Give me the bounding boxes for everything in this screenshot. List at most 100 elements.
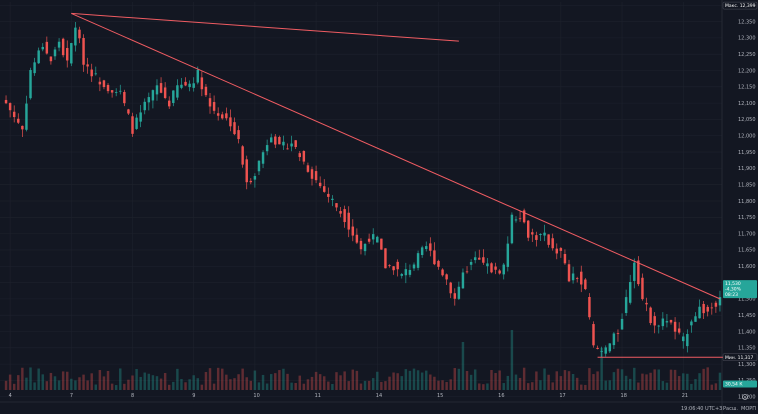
candle[interactable] [392, 266, 395, 275]
candle[interactable] [335, 203, 338, 212]
candle[interactable] [127, 108, 130, 116]
candle[interactable] [478, 249, 481, 260]
candle[interactable] [469, 259, 473, 271]
candle[interactable] [155, 79, 159, 101]
candle[interactable] [221, 111, 224, 120]
candle[interactable] [314, 165, 318, 184]
candle[interactable] [690, 319, 693, 333]
candle[interactable] [718, 290, 722, 312]
candle[interactable] [404, 262, 408, 284]
candle[interactable] [518, 210, 522, 222]
candle[interactable] [592, 321, 595, 348]
candle[interactable] [645, 297, 648, 312]
candle[interactable] [233, 117, 236, 136]
candle[interactable] [159, 77, 163, 94]
candle[interactable] [61, 37, 65, 58]
candle[interactable] [37, 47, 40, 64]
candle[interactable] [502, 262, 505, 280]
candle[interactable] [641, 273, 644, 301]
candle[interactable] [555, 243, 559, 260]
candle[interactable] [70, 42, 73, 67]
candle[interactable] [306, 162, 310, 173]
candle[interactable] [633, 258, 636, 289]
candle[interactable] [457, 281, 461, 301]
candle[interactable] [522, 208, 526, 224]
candle[interactable] [535, 231, 538, 247]
candle[interactable] [143, 98, 146, 115]
candle[interactable] [21, 125, 24, 138]
candle[interactable] [665, 313, 669, 328]
candle[interactable] [131, 112, 134, 137]
candle[interactable] [343, 205, 346, 228]
candle[interactable] [49, 56, 53, 65]
candle[interactable] [449, 281, 452, 299]
candle[interactable] [147, 92, 151, 111]
candle[interactable] [212, 95, 216, 115]
candles[interactable] [4, 22, 722, 358]
trendline[interactable] [71, 12, 721, 300]
candle[interactable] [229, 109, 232, 132]
candle[interactable] [274, 134, 277, 149]
candle[interactable] [74, 22, 77, 52]
candle[interactable] [94, 66, 98, 76]
candle[interactable] [184, 77, 187, 87]
candle[interactable] [575, 276, 579, 283]
candle[interactable] [628, 274, 632, 305]
candle[interactable] [290, 135, 293, 152]
candle[interactable] [637, 256, 640, 287]
candle[interactable] [106, 83, 110, 94]
candle[interactable] [657, 324, 660, 334]
candle[interactable] [200, 71, 204, 97]
candle[interactable] [669, 319, 673, 325]
candle[interactable] [245, 155, 248, 190]
candle[interactable] [282, 135, 285, 151]
candle[interactable] [310, 166, 314, 186]
candle[interactable] [25, 95, 28, 132]
candle[interactable] [677, 322, 681, 335]
candle[interactable] [269, 133, 273, 143]
candle[interactable] [66, 40, 69, 68]
candle[interactable] [208, 93, 212, 114]
candle[interactable] [416, 250, 420, 271]
candle[interactable] [445, 273, 448, 286]
candle[interactable] [620, 313, 624, 330]
trendlines[interactable] [71, 12, 731, 358]
candle[interactable] [376, 235, 379, 243]
candle[interactable] [265, 139, 269, 156]
candle[interactable] [510, 212, 514, 245]
candle[interactable] [588, 293, 591, 320]
candle[interactable] [396, 259, 399, 277]
candle[interactable] [114, 88, 118, 97]
candle[interactable] [192, 77, 195, 92]
candle[interactable] [33, 57, 36, 76]
candle[interactable] [612, 332, 616, 349]
candle[interactable] [714, 300, 718, 313]
candle[interactable] [408, 264, 412, 278]
candle[interactable] [41, 43, 44, 52]
candle[interactable] [425, 241, 428, 252]
candle[interactable] [327, 187, 330, 203]
candle[interactable] [686, 329, 689, 353]
candle[interactable] [580, 265, 583, 293]
footer-currency[interactable]: МОРП [741, 406, 756, 412]
candle[interactable] [90, 63, 93, 82]
candle[interactable] [441, 268, 444, 277]
candle[interactable] [257, 160, 261, 176]
candle[interactable] [465, 266, 469, 274]
candle[interactable] [82, 34, 85, 72]
candle[interactable] [584, 278, 587, 291]
candle[interactable] [86, 57, 89, 74]
candle[interactable] [204, 83, 208, 98]
candle[interactable] [294, 140, 297, 150]
candle[interactable] [433, 242, 436, 266]
candle[interactable] [526, 220, 530, 242]
candle[interactable] [261, 150, 265, 168]
candle[interactable] [45, 36, 49, 55]
time-axis[interactable]: 4 7 8 9 10 11 14 15 16 17 18 21 [9, 393, 689, 399]
candle[interactable] [649, 306, 652, 326]
candle[interactable] [380, 238, 383, 250]
candle[interactable] [225, 107, 228, 121]
candle[interactable] [412, 262, 416, 271]
candle[interactable] [172, 90, 175, 107]
candle[interactable] [331, 195, 334, 207]
